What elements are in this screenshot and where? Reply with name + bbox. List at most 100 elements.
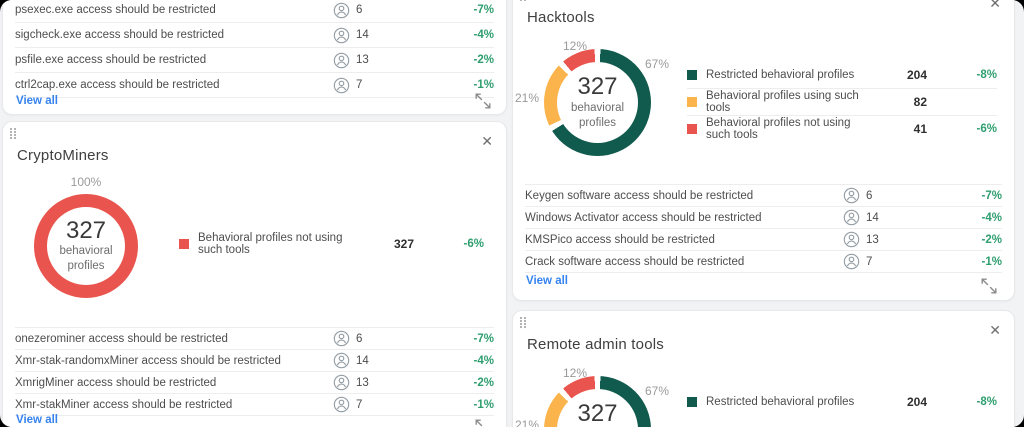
item-count: 14: [866, 211, 879, 224]
item-label: psexec.exe access should be restricted: [15, 4, 216, 16]
legend-label: Behavioral profiles not using such tools: [198, 232, 343, 256]
behavioral-profile-icon: [843, 187, 860, 204]
donut-center-sub: behavioral profiles: [59, 245, 113, 273]
item-delta: -4%: [981, 211, 1002, 224]
legend-row: Behavioral profiles not using such tools…: [179, 232, 484, 256]
legend-row: Restricted behavioral profiles 204 -8%: [687, 389, 997, 415]
cryptominers-list: onezerominer access should be restricted…: [15, 327, 494, 416]
donut-center-value: 327: [65, 216, 107, 244]
cryptominers-donut-chart: 327 behavioral profiles: [34, 194, 138, 298]
card-cryptominers: ✕ CryptoMiners 100% 327 behavioral profi…: [2, 121, 507, 427]
expand-icon[interactable]: [474, 92, 492, 115]
list-item: Xmr-stakMiner access should be restricte…: [15, 394, 494, 416]
item-count: 6: [356, 4, 363, 16]
behavioral-profile-icon: [333, 27, 350, 44]
legend-value: 41: [913, 122, 927, 136]
item-delta: -1%: [981, 255, 1002, 268]
card-remote-admin-tools: ✕ Remote admin tools 12% 67% 21% 327 beh…: [512, 310, 1015, 427]
view-all-link[interactable]: View all: [16, 95, 58, 107]
donut-center: 327 behavioral profiles: [557, 62, 638, 143]
item-delta: -7%: [473, 4, 494, 16]
donut-pct-label: 12%: [563, 366, 588, 380]
list-item: psfile.exe access should be restricted 1…: [15, 48, 494, 73]
legend-delta: -6%: [463, 238, 484, 250]
hacktools-list: Keygen software access should be restric…: [525, 184, 1002, 273]
item-label: onezerominer access should be restricted: [15, 332, 228, 345]
item-count: 6: [356, 332, 363, 345]
behavioral-profile-icon: [333, 52, 350, 69]
item-count: 6: [866, 189, 873, 202]
donut-pct-label: 21%: [515, 418, 540, 427]
list-item: Xmr-stak-randomxMiner access should be r…: [15, 350, 494, 372]
item-delta: -7%: [981, 189, 1002, 202]
hacktools-donut-chart: 327 behavioral profiles: [544, 49, 651, 156]
item-count: 14: [356, 29, 369, 41]
item-label: psfile.exe access should be restricted: [15, 54, 207, 66]
legend-value: 204: [906, 68, 927, 82]
item-count: 13: [866, 233, 879, 246]
expand-icon[interactable]: [474, 418, 492, 427]
list-item: Crack software access should be restrict…: [525, 251, 1002, 273]
item-label: XmrigMiner access should be restricted: [15, 376, 217, 389]
list-item: onezerominer access should be restricted…: [15, 328, 494, 350]
cryptominers-legend: Behavioral profiles not using such tools…: [179, 232, 484, 256]
list-item: ctrl2cap.exe access should be restricted…: [15, 73, 494, 98]
list-item: XmrigMiner access should be restricted 1…: [15, 372, 494, 394]
item-label: KMSPico access should be restricted: [525, 233, 715, 246]
close-icon[interactable]: ✕: [989, 322, 1001, 338]
legend-row: Behavioral profiles using such tools 82: [687, 88, 997, 115]
item-delta: -4%: [473, 354, 494, 367]
list-item: psexec.exe access should be restricted 6…: [15, 0, 494, 23]
expand-icon[interactable]: [980, 277, 998, 300]
legend-label: Restricted behavioral profiles: [706, 396, 855, 408]
legend-swatch: [179, 239, 189, 249]
drag-handle-icon[interactable]: [520, 0, 528, 2]
item-delta: -2%: [473, 54, 494, 66]
card-title: Remote admin tools: [527, 336, 664, 353]
close-icon[interactable]: ✕: [481, 133, 493, 149]
donut-pct-label: 67%: [645, 384, 670, 398]
view-all-link[interactable]: View all: [526, 275, 568, 287]
remote-admin-donut-chart: 327 behavioral profiles: [544, 376, 651, 427]
item-label: Keygen software access should be restric…: [525, 189, 754, 202]
legend-label: Behavioral profiles not using such tools: [706, 117, 851, 141]
close-icon[interactable]: ✕: [989, 0, 1001, 11]
legend-label: Restricted behavioral profiles: [706, 69, 855, 81]
item-label: ctrl2cap.exe access should be restricted: [15, 79, 220, 91]
list-item: Keygen software access should be restric…: [525, 185, 1002, 207]
legend-delta: -6%: [976, 123, 997, 135]
item-delta: -7%: [473, 332, 494, 345]
legend-label: Behavioral profiles using such tools: [706, 90, 859, 114]
item-delta: -2%: [473, 376, 494, 389]
drag-handle-icon[interactable]: [520, 317, 528, 329]
donut-center: 327 behavioral profiles: [47, 207, 125, 285]
donut-center-value: 327: [577, 73, 618, 101]
legend-delta: -8%: [976, 396, 997, 408]
behavioral-profile-icon: [843, 209, 860, 226]
behavioral-profile-icon: [843, 253, 860, 270]
item-label: Windows Activator access should be restr…: [525, 211, 762, 224]
item-count: 7: [866, 255, 873, 268]
drag-handle-icon[interactable]: [10, 128, 18, 140]
legend-delta: -8%: [976, 69, 997, 81]
list-item: Windows Activator access should be restr…: [525, 207, 1002, 229]
hacktools-legend: Restricted behavioral profiles 204 -8% B…: [687, 62, 997, 142]
item-label: Crack software access should be restrict…: [525, 255, 745, 268]
donut-pct-label: 12%: [563, 39, 588, 53]
item-label: Xmr-stakMiner access should be restricte…: [15, 398, 233, 411]
view-all-link[interactable]: View all: [16, 414, 58, 426]
item-delta: -2%: [981, 233, 1002, 246]
behavioral-profile-icon: [333, 374, 350, 391]
item-label: Xmr-stak-randomxMiner access should be r…: [15, 354, 281, 367]
item-count: 14: [356, 354, 369, 367]
card-top-left-list: psexec.exe access should be restricted 6…: [2, 0, 507, 115]
item-delta: -1%: [473, 79, 494, 91]
donut-center: 327 behavioral profiles: [557, 389, 638, 427]
item-count: 7: [356, 79, 363, 91]
legend-value: 327: [393, 237, 414, 251]
donut-center-sub: behavioral profiles: [570, 101, 625, 129]
behavioral-profile-icon: [333, 330, 350, 347]
item-count: 7: [356, 398, 363, 411]
item-count: 13: [356, 376, 369, 389]
